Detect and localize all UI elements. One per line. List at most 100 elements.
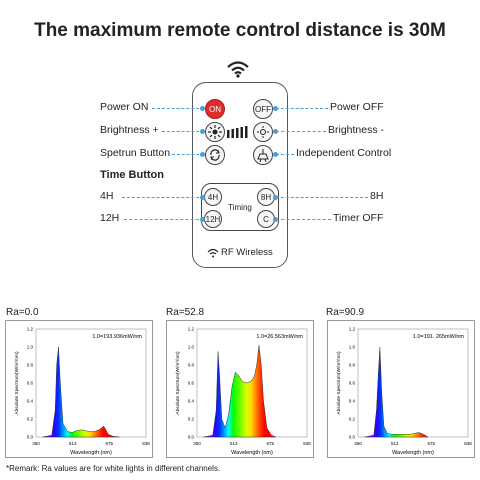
x-tick-label: 675 [267,441,275,446]
x-tick-label: 838 [464,441,472,446]
timer-4h-label: 4H [207,192,219,202]
spectrum-area [203,345,276,438]
scale-annotation: 1.0=191. 265mW/nm [413,334,465,340]
leader-line [124,219,204,220]
remark-note: *Remark: Ra values are for white lights … [6,464,221,473]
power-off-button[interactable]: OFF [253,99,273,119]
x-tick-label: 350 [354,441,362,446]
spectrum-chart-1: 350 513 675 838 0.0 0.2 0.4 0.6 0.8 1.0 1.2 Wavelen… [5,320,153,458]
y-tick-label: 0.4 [27,399,34,404]
independent-control-text: Independent Control [296,147,392,159]
leader-dot [273,152,278,157]
y-tick-label: 1.0 [188,345,195,350]
timer-off-text: Timer OFF [333,212,384,224]
y-axis-label: Absolute Spectrum(W/m²/nm) [14,351,20,415]
leader-line [276,197,368,198]
leader-dot [273,217,278,222]
leader-line [122,197,204,198]
brightness-up-text: Brightness + [100,124,159,136]
y-tick-label: 0.2 [349,417,356,422]
x-tick-label: 838 [142,441,150,446]
x-tick-label: 350 [32,441,40,446]
y-tick-label: 0.0 [188,435,195,440]
timer-12h-label: 12H [205,214,221,224]
page-title: The maximum remote control distance is 3… [34,20,446,41]
y-tick-label: 0.6 [188,381,195,386]
brightness-up-button[interactable] [205,122,225,142]
timing-group: 4H 8H Timing 12H C [201,183,279,231]
leader-dot [273,129,278,134]
y-tick-label: 1.2 [27,327,34,332]
sun-icon [208,125,222,139]
scale-annotation: 1.0=193.936mW/nm [92,334,142,340]
ra-label-2: Ra=52.8 [166,307,205,318]
spectrum-chart-2: 350 513 675 838 0.0 0.2 0.4 0.6 0.8 1.0 1.2 Wavelen… [166,320,314,458]
leader-line [276,131,326,132]
time-button-heading: Time Button [100,169,164,181]
power-on-button[interactable]: ON [205,99,225,119]
timing-label: Timing [228,203,252,212]
leader-dot [200,217,205,222]
y-axis-label: Absolute Spectrum(W/m²/nm) [336,351,342,415]
spectrum-button[interactable] [205,145,225,165]
wireless-icon [227,61,249,78]
spectrum-area [42,346,120,438]
power-on-label: ON [209,104,221,114]
plot-frame [35,328,147,438]
timer-12h-button[interactable]: 12H [204,210,222,228]
y-tick-label: 1.2 [349,327,356,332]
timer-8h-label: 8H [260,192,272,202]
x-tick-label: 838 [303,441,311,446]
y-tick-label: 0.4 [349,399,356,404]
y-tick-label: 0.6 [27,381,34,386]
cycle-icon [210,149,220,161]
leader-dot [200,152,205,157]
independent-control-button[interactable] [253,145,273,165]
leader-line [276,154,294,155]
y-tick-label: 0.0 [349,435,356,440]
leader-dot [273,106,278,111]
spectrum-area [364,346,429,438]
x-axis-label: Wavelength (nm) [70,450,112,456]
x-axis-label: Wavelength (nm) [392,450,434,456]
y-tick-label: 0.2 [27,417,34,422]
power-off-label: OFF [255,104,271,114]
x-tick-label: 513 [391,441,399,446]
y-axis-label: Absolute Spectrum(W/m²/nm) [175,351,181,415]
brightness-bars-icon [227,126,248,138]
plot-frame [357,328,469,438]
x-tick-label: 675 [428,441,436,446]
rf-wireless-label: RF Wireless [221,247,273,258]
y-tick-label: 0.4 [188,399,195,404]
leader-line [152,108,204,109]
leader-dot [273,195,278,200]
y-tick-label: 0.8 [27,363,34,368]
y-tick-label: 1.0 [349,345,356,350]
y-tick-label: 0.0 [27,435,34,440]
y-tick-label: 0.2 [188,417,195,422]
power-off-text: Power OFF [330,101,384,113]
leader-line [276,108,328,109]
timer-off-label: C [263,214,269,224]
lamp-icon [257,149,269,162]
y-tick-label: 0.6 [349,381,356,386]
leader-line [162,131,204,132]
power-on-text: Power ON [100,101,149,113]
dim-sun-icon [257,126,269,138]
leader-dot [200,106,205,111]
brightness-down-text: Brightness - [328,124,385,136]
x-tick-label: 513 [69,441,77,446]
y-tick-label: 0.8 [188,363,195,368]
wireless-small-icon [207,248,219,258]
leader-line [276,219,331,220]
remote-control: ON OFF 4H 8H Timing 12H C RF Wireless [192,82,288,268]
leader-dot [200,195,205,200]
ra-label-3: Ra=90.9 [326,307,365,318]
y-tick-label: 1.0 [27,345,34,350]
spectrum-chart-3: 350 513 675 838 0.0 0.2 0.4 0.6 0.8 1.0 1.2 Wavelen… [327,320,475,458]
timer-4h-text: 4H [100,190,114,202]
timer-12h-text: 12H [100,212,120,224]
brightness-down-button[interactable] [253,122,273,142]
x-tick-label: 513 [230,441,238,446]
timer-8h-text: 8H [370,190,384,202]
